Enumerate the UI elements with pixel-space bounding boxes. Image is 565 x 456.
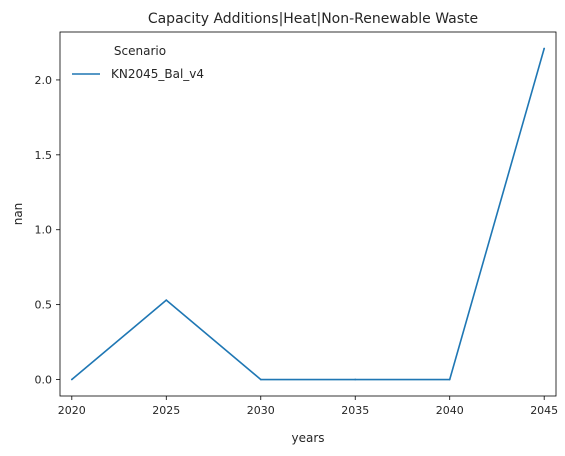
chart-title: Capacity Additions|Heat|Non-Renewable Wa…	[148, 11, 478, 27]
data-point	[165, 299, 168, 302]
x-tick-label: 2020	[58, 404, 86, 417]
legend: Scenario KN2045_Bal_v4	[72, 44, 204, 81]
plot-area	[59, 31, 557, 397]
axes-frame	[59, 31, 557, 397]
x-axis: 2020 2025 2030 2035 2040 2045	[58, 396, 558, 417]
series-layer	[70, 47, 546, 381]
data-point	[70, 378, 73, 381]
data-point	[448, 378, 451, 381]
x-tick-label: 2025	[152, 404, 180, 417]
data-point	[259, 378, 262, 381]
y-axis-label: nan	[11, 203, 25, 226]
x-tick-label: 2045	[530, 404, 558, 417]
data-point	[543, 47, 546, 50]
x-tick-label: 2040	[436, 404, 464, 417]
legend-title: Scenario	[114, 44, 166, 58]
y-axis: 0.0 0.5 1.0 1.5 2.0	[35, 74, 60, 387]
series-line	[71, 48, 545, 381]
y-tick-label: 0.5	[35, 299, 53, 312]
legend-entry-label: KN2045_Bal_v4	[111, 67, 204, 81]
y-tick-label: 0.0	[35, 374, 53, 387]
y-tick-label: 1.0	[35, 224, 53, 237]
y-tick-label: 1.5	[35, 149, 53, 162]
x-axis-label: years	[291, 431, 324, 445]
x-tick-label: 2035	[341, 404, 369, 417]
x-tick-label: 2030	[247, 404, 275, 417]
y-tick-label: 2.0	[35, 74, 53, 87]
data-point	[354, 378, 357, 381]
